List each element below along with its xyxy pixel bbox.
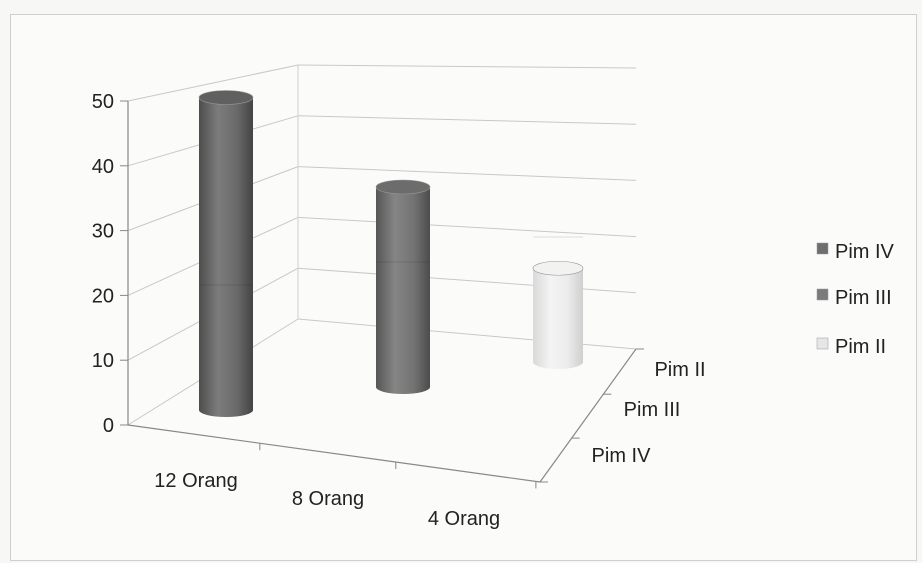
gridline-side (127, 64, 299, 102)
y-tick-label: 50 (92, 91, 114, 113)
bar-base (376, 380, 430, 394)
gridline-back (297, 115, 637, 125)
gridline-back (297, 166, 637, 181)
y-tick-label: 0 (103, 415, 114, 437)
bar-top (375, 179, 431, 195)
x-tick-label: 8 Orang (292, 488, 364, 510)
y-tick-label: 10 (92, 350, 114, 372)
bar-body (376, 187, 430, 387)
y-tick-label: 40 (92, 156, 114, 178)
depth-tick-label: Pim IV (592, 445, 652, 467)
gridline-back (297, 64, 637, 69)
legend-label: Pim III (835, 287, 892, 309)
depth-tick-label: Pim II (654, 359, 705, 381)
gridline-back (297, 216, 637, 238)
depth-axis-line (539, 348, 637, 483)
chart-frame (10, 14, 917, 561)
bar-body (533, 268, 583, 362)
legend-swatch (816, 288, 829, 301)
labels-layer: 0 10 20 30 40 50 12 Orang 8 Orang 4 Orang Pim IV P… (92, 91, 706, 530)
legend-item: Pim III (816, 287, 892, 309)
bar-pim-ii (532, 236, 584, 369)
legend-swatch (816, 242, 829, 255)
x-tick-label: 4 Orang (428, 508, 500, 530)
bar-pim-iii (375, 179, 431, 394)
x-axis-line (127, 424, 541, 483)
legend-swatch (816, 337, 829, 350)
legend-item: Pim IV (816, 241, 895, 263)
bar-pim-iv (198, 90, 254, 417)
bars-layer (198, 90, 584, 417)
gridline-back (297, 267, 637, 294)
bar-base (199, 403, 253, 417)
gridline-back (297, 318, 637, 350)
legend-item: Pim II (816, 336, 886, 358)
legend: Pim IV Pim III Pim II (816, 241, 895, 358)
axes-layer (120, 65, 644, 489)
x-tick-label: 12 Orang (154, 470, 237, 492)
bar-top (532, 260, 584, 276)
y-tick-label: 30 (92, 221, 114, 243)
bar-body (199, 97, 253, 410)
legend-label: Pim IV (835, 241, 895, 263)
depth-tick-label: Pim III (624, 399, 681, 421)
bar-top (198, 90, 254, 105)
bar-base (533, 355, 583, 369)
legend-label: Pim II (835, 336, 886, 358)
y-tick-label: 20 (92, 285, 114, 307)
